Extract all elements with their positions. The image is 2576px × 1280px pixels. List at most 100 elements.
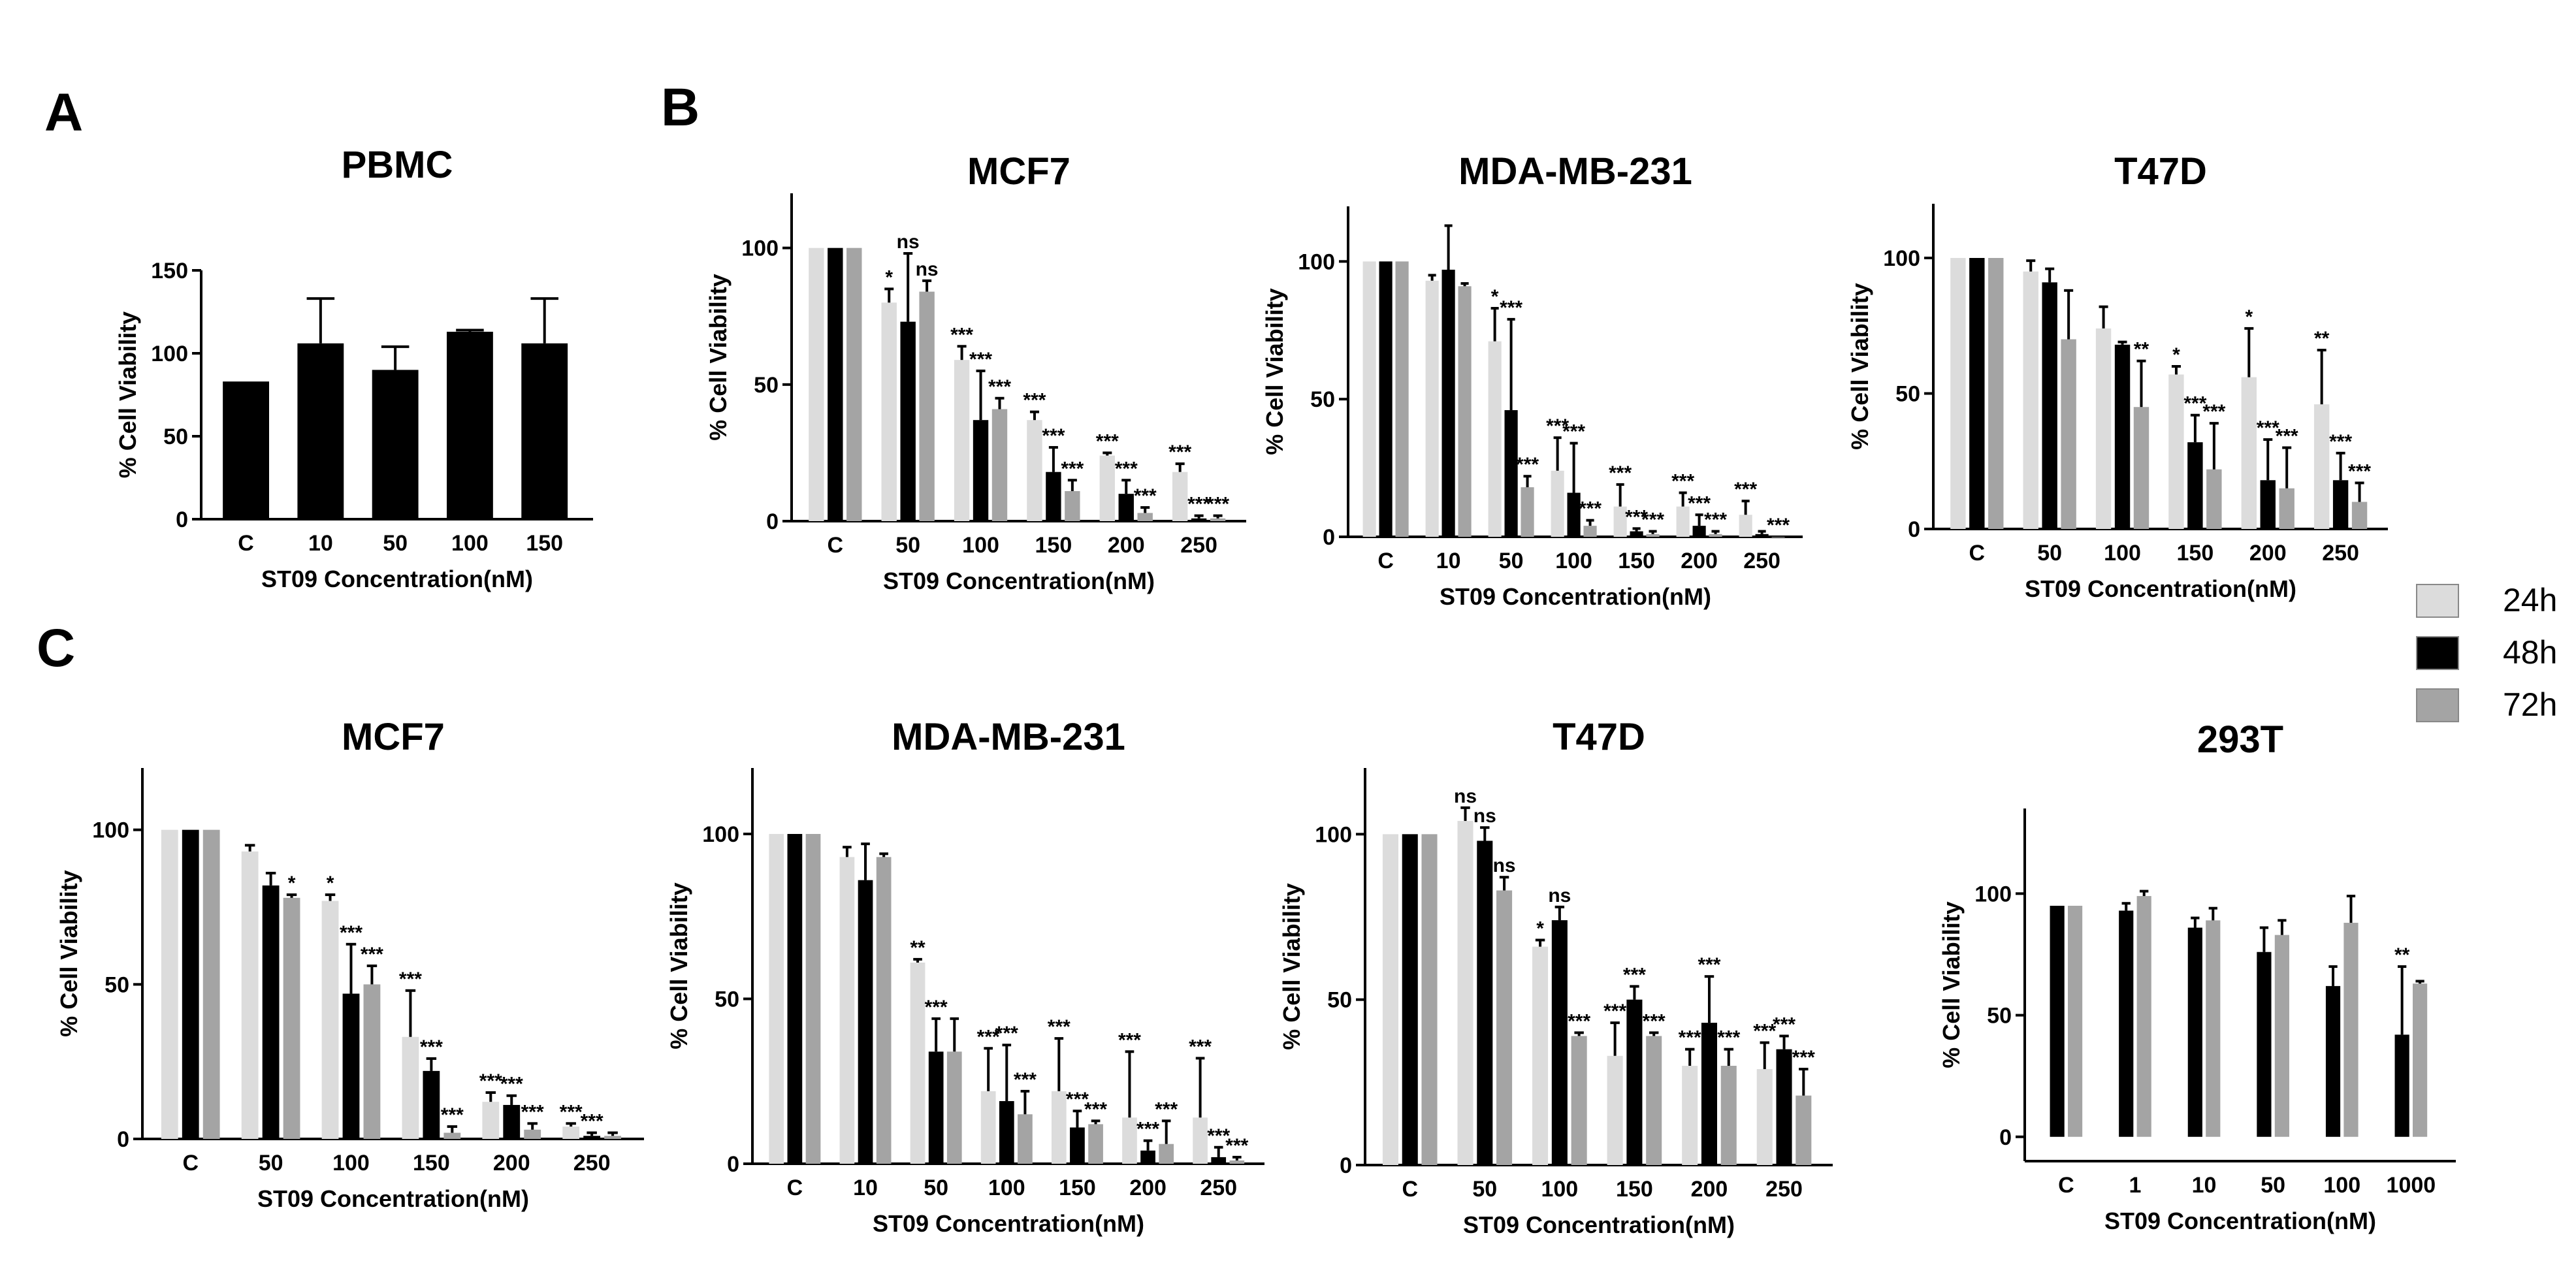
x-tick-label: 50 [895, 533, 920, 558]
bar [2119, 910, 2134, 1137]
x-tick-label: 250 [573, 1151, 611, 1176]
significance-label: * [2245, 306, 2253, 328]
significance-label: *** [1753, 1021, 1776, 1042]
y-tick-label: 100 [1883, 246, 1920, 271]
significance-label: * [885, 266, 893, 288]
significance-label: *** [500, 1074, 523, 1095]
chart-title: T47D [2114, 150, 2207, 193]
bar [2351, 502, 2368, 529]
y-tick-label: 50 [1310, 387, 1335, 412]
significance-label: *** [1704, 509, 1727, 531]
bar [2325, 985, 2341, 1137]
x-tick-label: 50 [1472, 1177, 1497, 1202]
y-tick-label: 100 [702, 822, 739, 847]
x-tick-label: 100 [1541, 1177, 1578, 1202]
bar [1969, 258, 1985, 529]
bar [1122, 1117, 1137, 1164]
bar [839, 857, 855, 1164]
chart-c-293t: 293T 0 50 100 % Cell Viability ST09 Concentra… [1938, 718, 2456, 1234]
x-tick-label: 200 [1129, 1176, 1167, 1200]
bar [809, 248, 824, 521]
bar [1140, 1150, 1155, 1164]
bar [1551, 470, 1564, 537]
significance-label: *** [1207, 1125, 1230, 1147]
chart-b-t47d: T47D 0 50 100 % Cell Viability ST09 Concentra… [1846, 150, 2388, 602]
significance-label: *** [399, 968, 422, 990]
x-tick-label: C [238, 531, 254, 556]
significance-label: *** [1048, 1016, 1071, 1038]
significance-label: *** [1792, 1047, 1815, 1068]
bar [1172, 472, 1188, 521]
bar [1756, 1069, 1773, 1165]
bar [2114, 344, 2131, 529]
bar [482, 1102, 500, 1139]
x-tick-label: 150 [2177, 541, 2214, 566]
significance-label: *** [340, 922, 362, 944]
significance-label: *** [1206, 494, 1229, 515]
bar [1646, 534, 1660, 537]
bar [1720, 1066, 1737, 1165]
bar [423, 1070, 440, 1139]
bar [1051, 1091, 1067, 1164]
x-tick-label: 150 [526, 531, 563, 556]
bar [787, 834, 803, 1164]
bar [161, 829, 178, 1139]
significance-label: *** [1023, 390, 1046, 411]
significance-label: ns [916, 259, 939, 280]
panel-label-c: C [37, 618, 75, 678]
bar [2168, 374, 2184, 529]
significance-label: ** [2134, 339, 2149, 360]
significance-label: *** [2348, 460, 2371, 482]
bar [1739, 515, 1752, 537]
significance-label: *** [361, 944, 383, 965]
bar [1137, 513, 1153, 521]
significance-label: *** [2257, 417, 2279, 439]
y-tick-label: 0 [117, 1127, 129, 1152]
x-axis-title: ST09 Concentration(nM) [2104, 1208, 2376, 1234]
significance-label: *** [977, 1026, 1000, 1048]
significance-label: * [1491, 286, 1499, 308]
significance-label: *** [1084, 1098, 1107, 1120]
chart-title: MCF7 [967, 150, 1071, 193]
bar [2095, 328, 2112, 529]
significance-label: * [2172, 344, 2180, 366]
bar [1795, 1095, 1812, 1165]
x-tick-label: 200 [2249, 541, 2287, 566]
x-tick-label: 150 [1616, 1177, 1653, 1202]
significance-label: *** [1562, 421, 1585, 443]
significance-label: *** [1155, 1098, 1178, 1120]
chart-c-t47d: T47D 0 50 100 % Cell Viability ST09 Concentra… [1278, 716, 1833, 1238]
bar [2343, 923, 2359, 1137]
y-tick-label: 0 [1323, 525, 1335, 550]
bar [1441, 269, 1455, 537]
bar [805, 834, 821, 1164]
bar [2313, 404, 2330, 529]
bar [919, 291, 935, 521]
significance-label: *** [2329, 431, 2352, 453]
significance-label: *** [420, 1036, 443, 1058]
bar [1099, 455, 1115, 521]
x-tick-label: 50 [2261, 1173, 2285, 1198]
bar [1571, 1036, 1587, 1165]
significance-label: *** [1134, 485, 1157, 507]
bar [1646, 1036, 1662, 1165]
significance-label: ** [2314, 328, 2330, 349]
y-axis-title: % Cell Viability [1278, 883, 1305, 1049]
significance-label: ns [1454, 786, 1477, 807]
y-tick-label: 100 [1974, 882, 2012, 906]
significance-label: ** [910, 937, 926, 959]
bar [2394, 1034, 2409, 1137]
x-tick-label: 50 [924, 1176, 948, 1200]
bar [828, 248, 843, 521]
bar [2413, 984, 2428, 1137]
bar [1692, 526, 1706, 537]
y-axis-title: % Cell Viability [114, 312, 141, 478]
bar [2241, 377, 2257, 529]
x-axis-title: ST09 Concentration(nM) [261, 566, 533, 592]
bar [991, 409, 1008, 521]
panel-label-a: A [44, 83, 83, 142]
significance-label: *** [2276, 426, 2298, 447]
bar [182, 829, 199, 1139]
significance-label: *** [1688, 492, 1711, 514]
